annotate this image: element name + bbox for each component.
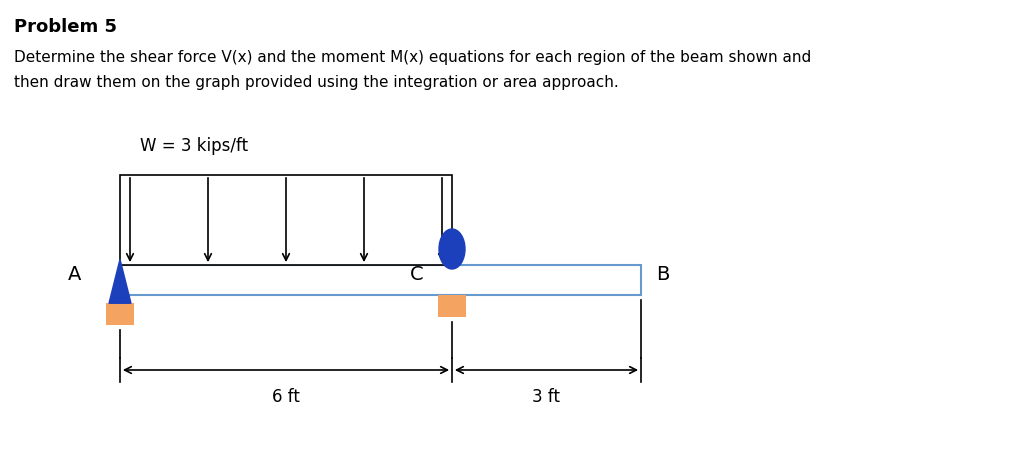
Bar <box>120 265 641 295</box>
Text: A: A <box>68 266 81 284</box>
Text: B: B <box>656 266 670 284</box>
Text: W = 3 kips/ft: W = 3 kips/ft <box>140 137 248 155</box>
Text: C: C <box>410 266 424 284</box>
Bar <box>106 303 134 325</box>
Text: Problem 5: Problem 5 <box>14 18 117 36</box>
Bar <box>120 175 452 265</box>
Text: then draw them on the graph provided using the integration or area approach.: then draw them on the graph provided usi… <box>14 75 618 90</box>
Text: 6 ft: 6 ft <box>272 388 300 406</box>
Text: 3 ft: 3 ft <box>532 388 560 406</box>
Polygon shape <box>109 259 131 303</box>
Ellipse shape <box>439 229 465 269</box>
Text: Determine the shear force V(x) and the moment M(x) equations for each region of : Determine the shear force V(x) and the m… <box>14 50 811 65</box>
Bar <box>438 295 466 317</box>
